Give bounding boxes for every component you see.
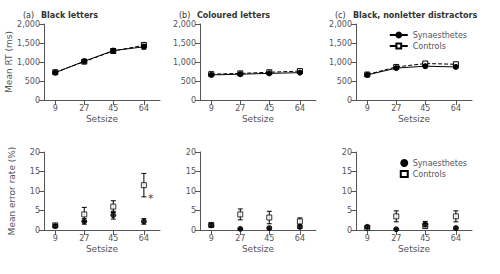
svg-text:Controls: Controls xyxy=(413,42,446,51)
svg-text:20: 20 xyxy=(186,148,196,157)
svg-text:Setsize: Setsize xyxy=(242,114,275,124)
svg-text:0: 0 xyxy=(35,96,40,105)
svg-text:27: 27 xyxy=(391,234,401,243)
svg-text:15: 15 xyxy=(30,167,40,176)
svg-text:9: 9 xyxy=(365,104,370,113)
svg-text:45: 45 xyxy=(420,234,430,243)
svg-text:1,000: 1,000 xyxy=(17,58,40,67)
svg-text:(a): (a) xyxy=(23,11,34,20)
svg-text:9: 9 xyxy=(53,234,58,243)
svg-text:0: 0 xyxy=(347,226,352,235)
svg-text:(c): (c) xyxy=(335,11,346,20)
svg-text:Setsize: Setsize xyxy=(398,244,431,254)
svg-text:Setsize: Setsize xyxy=(242,244,275,254)
svg-text:9: 9 xyxy=(365,234,370,243)
svg-text:45: 45 xyxy=(264,234,274,243)
svg-text:27: 27 xyxy=(235,104,245,113)
svg-text:10: 10 xyxy=(30,187,40,196)
svg-text:45: 45 xyxy=(108,104,118,113)
svg-text:0: 0 xyxy=(191,226,196,235)
svg-text:64: 64 xyxy=(295,104,305,113)
svg-text:64: 64 xyxy=(139,234,149,243)
svg-text:27: 27 xyxy=(79,104,89,113)
svg-text:Setsize: Setsize xyxy=(86,244,119,254)
svg-text:64: 64 xyxy=(451,234,461,243)
svg-text:2,000: 2,000 xyxy=(173,20,196,29)
svg-text:Setsize: Setsize xyxy=(86,114,119,124)
svg-text:27: 27 xyxy=(79,234,89,243)
svg-text:27: 27 xyxy=(235,234,245,243)
svg-text:45: 45 xyxy=(108,234,118,243)
svg-text:1,000: 1,000 xyxy=(173,58,196,67)
svg-text:Black, nonletter distractors: Black, nonletter distractors xyxy=(353,11,477,20)
svg-text:(b): (b) xyxy=(179,11,190,20)
svg-text:64: 64 xyxy=(295,234,305,243)
svg-text:500: 500 xyxy=(25,77,40,86)
svg-text:2,000: 2,000 xyxy=(17,20,40,29)
svg-text:0: 0 xyxy=(35,226,40,235)
svg-text:Synaesthetes: Synaesthetes xyxy=(413,159,467,168)
svg-text:1,000: 1,000 xyxy=(329,58,352,67)
svg-text:Mean error rate (%): Mean error rate (%) xyxy=(7,147,17,236)
svg-text:9: 9 xyxy=(53,104,58,113)
svg-text:0: 0 xyxy=(191,96,196,105)
svg-text:64: 64 xyxy=(139,104,149,113)
svg-text:20: 20 xyxy=(342,148,352,157)
svg-text:500: 500 xyxy=(181,77,196,86)
svg-text:Coloured letters: Coloured letters xyxy=(197,11,270,20)
svg-text:0: 0 xyxy=(347,96,352,105)
svg-text:1,500: 1,500 xyxy=(329,39,352,48)
svg-text:20: 20 xyxy=(30,148,40,157)
svg-text:15: 15 xyxy=(186,167,196,176)
svg-text:1,500: 1,500 xyxy=(17,39,40,48)
svg-text:*: * xyxy=(148,192,154,205)
svg-text:Synaesthetes: Synaesthetes xyxy=(413,31,467,40)
svg-text:2,000: 2,000 xyxy=(329,20,352,29)
svg-text:9: 9 xyxy=(209,234,214,243)
svg-text:27: 27 xyxy=(391,104,401,113)
svg-text:9: 9 xyxy=(209,104,214,113)
svg-text:5: 5 xyxy=(35,206,40,215)
svg-text:5: 5 xyxy=(191,206,196,215)
svg-text:500: 500 xyxy=(337,77,352,86)
svg-text:45: 45 xyxy=(420,104,430,113)
svg-text:1,500: 1,500 xyxy=(173,39,196,48)
svg-text:10: 10 xyxy=(342,187,352,196)
svg-text:5: 5 xyxy=(347,206,352,215)
svg-text:64: 64 xyxy=(451,104,461,113)
svg-text:15: 15 xyxy=(342,167,352,176)
svg-text:Mean RT (ms): Mean RT (ms) xyxy=(4,31,14,93)
svg-text:Controls: Controls xyxy=(413,170,446,179)
svg-text:Black letters: Black letters xyxy=(41,11,98,20)
svg-text:10: 10 xyxy=(186,187,196,196)
svg-text:Setsize: Setsize xyxy=(398,114,431,124)
svg-text:45: 45 xyxy=(264,104,274,113)
